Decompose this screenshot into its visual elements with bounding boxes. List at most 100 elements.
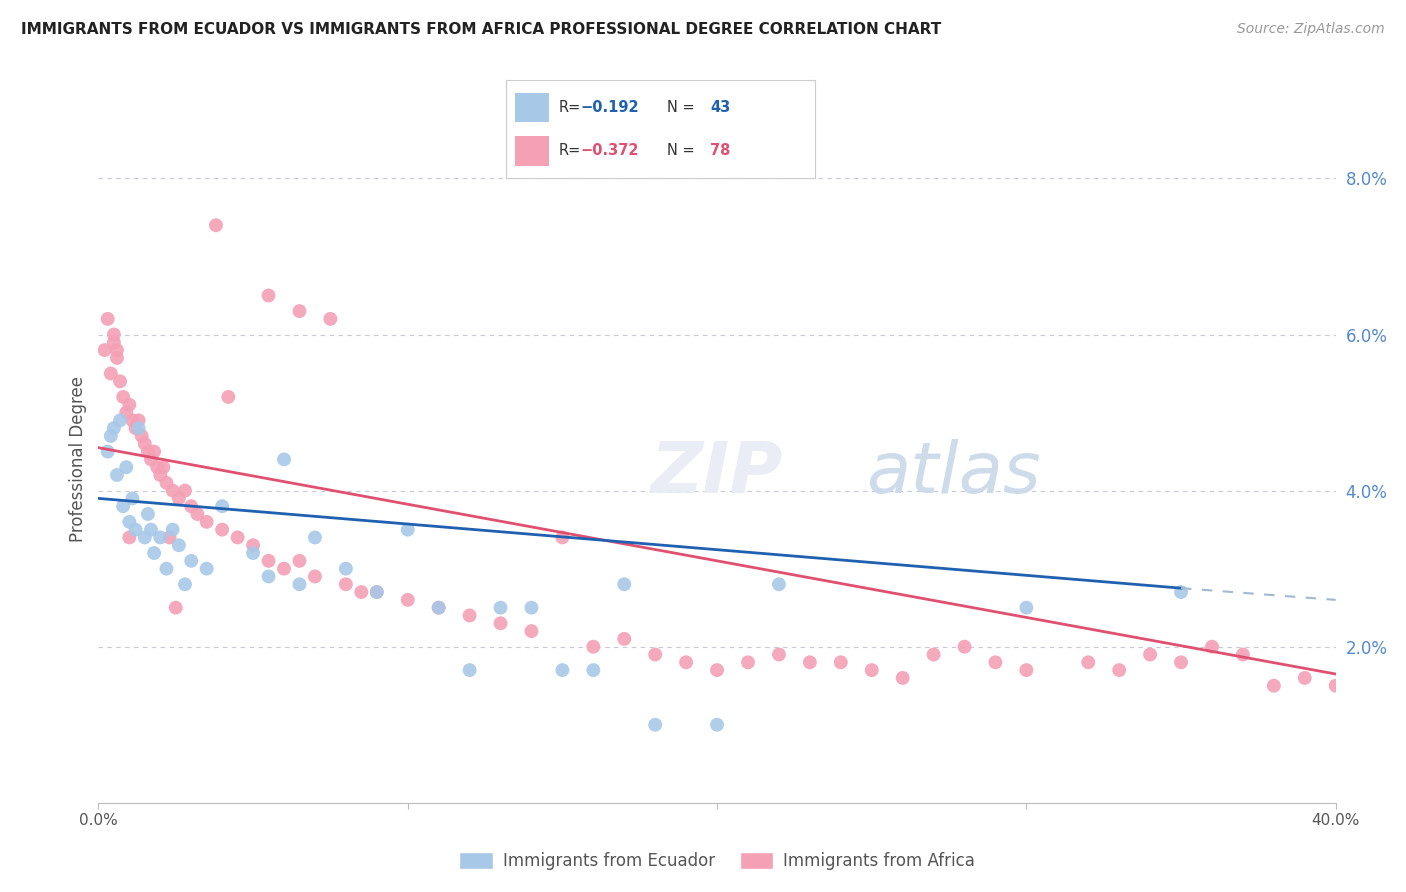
Point	[139, 452, 162, 467]
Text: −0.192: −0.192	[581, 100, 638, 115]
Point	[953, 640, 976, 654]
Text: atlas: atlas	[866, 439, 1040, 508]
Point	[520, 624, 543, 639]
Point	[186, 507, 208, 521]
Point	[93, 343, 115, 358]
Point	[1015, 600, 1038, 615]
Text: 78: 78	[710, 144, 731, 159]
Point	[155, 475, 177, 490]
Point	[768, 648, 790, 662]
Point	[582, 663, 605, 677]
Point	[613, 577, 636, 591]
Point	[211, 523, 233, 537]
Point	[217, 390, 239, 404]
Point	[103, 335, 125, 350]
Point	[128, 413, 150, 427]
Y-axis label: Professional Degree: Professional Degree	[69, 376, 87, 542]
Point	[706, 717, 728, 731]
Text: Source: ZipAtlas.com: Source: ZipAtlas.com	[1237, 22, 1385, 37]
Point	[97, 444, 120, 458]
Point	[350, 585, 373, 599]
Point	[458, 663, 481, 677]
Point	[100, 429, 122, 443]
Point	[489, 616, 512, 631]
Text: N =: N =	[666, 144, 695, 159]
Point	[984, 655, 1007, 669]
Point	[273, 562, 295, 576]
Point	[675, 655, 697, 669]
Point	[121, 491, 143, 506]
Point	[136, 507, 159, 521]
Text: R=: R=	[558, 144, 581, 159]
Point	[115, 460, 138, 475]
Point	[1015, 663, 1038, 677]
Point	[288, 304, 311, 318]
Point	[128, 421, 150, 435]
Point	[134, 437, 156, 451]
Point	[108, 375, 131, 389]
Point	[520, 600, 543, 615]
Point	[105, 351, 128, 365]
Point	[112, 500, 135, 514]
Point	[105, 343, 128, 358]
Point	[273, 452, 295, 467]
Point	[149, 468, 172, 483]
Point	[100, 367, 122, 381]
Point	[922, 648, 945, 662]
Point	[427, 600, 450, 615]
Point	[205, 219, 228, 233]
Point	[257, 288, 280, 302]
Point	[830, 655, 852, 669]
Point	[115, 406, 138, 420]
Point	[152, 460, 174, 475]
Point	[860, 663, 883, 677]
Point	[706, 663, 728, 677]
Point	[1201, 640, 1223, 654]
Point	[396, 523, 419, 537]
Point	[551, 663, 574, 677]
Point	[242, 546, 264, 560]
Point	[1139, 648, 1161, 662]
Point	[105, 468, 128, 483]
Point	[257, 554, 280, 568]
Point	[1077, 655, 1099, 669]
Point	[891, 671, 914, 685]
Point	[799, 655, 821, 669]
Point	[427, 600, 450, 615]
Point	[1170, 655, 1192, 669]
Point	[304, 531, 326, 545]
Point	[112, 390, 135, 404]
Point	[97, 312, 120, 326]
Point	[149, 531, 172, 545]
Text: N =: N =	[666, 100, 695, 115]
Point	[167, 538, 190, 552]
Point	[103, 327, 125, 342]
Point	[1294, 671, 1316, 685]
Point	[288, 577, 311, 591]
Point	[396, 593, 419, 607]
Point	[108, 413, 131, 427]
Point	[319, 312, 342, 326]
Point	[1324, 679, 1347, 693]
Point	[121, 413, 143, 427]
Point	[143, 546, 166, 560]
Point	[242, 538, 264, 552]
Point	[211, 500, 233, 514]
Text: ZIP: ZIP	[651, 439, 783, 508]
Point	[366, 585, 388, 599]
Text: R=: R=	[558, 100, 581, 115]
Point	[1232, 648, 1254, 662]
Point	[768, 577, 790, 591]
Point	[1263, 679, 1285, 693]
Point	[1170, 585, 1192, 599]
Point	[155, 562, 177, 576]
Point	[162, 483, 184, 498]
Text: 43: 43	[710, 100, 731, 115]
Point	[257, 569, 280, 583]
Point	[458, 608, 481, 623]
Point	[613, 632, 636, 646]
Point	[489, 600, 512, 615]
Point	[103, 421, 125, 435]
Point	[551, 531, 574, 545]
Point	[165, 600, 187, 615]
